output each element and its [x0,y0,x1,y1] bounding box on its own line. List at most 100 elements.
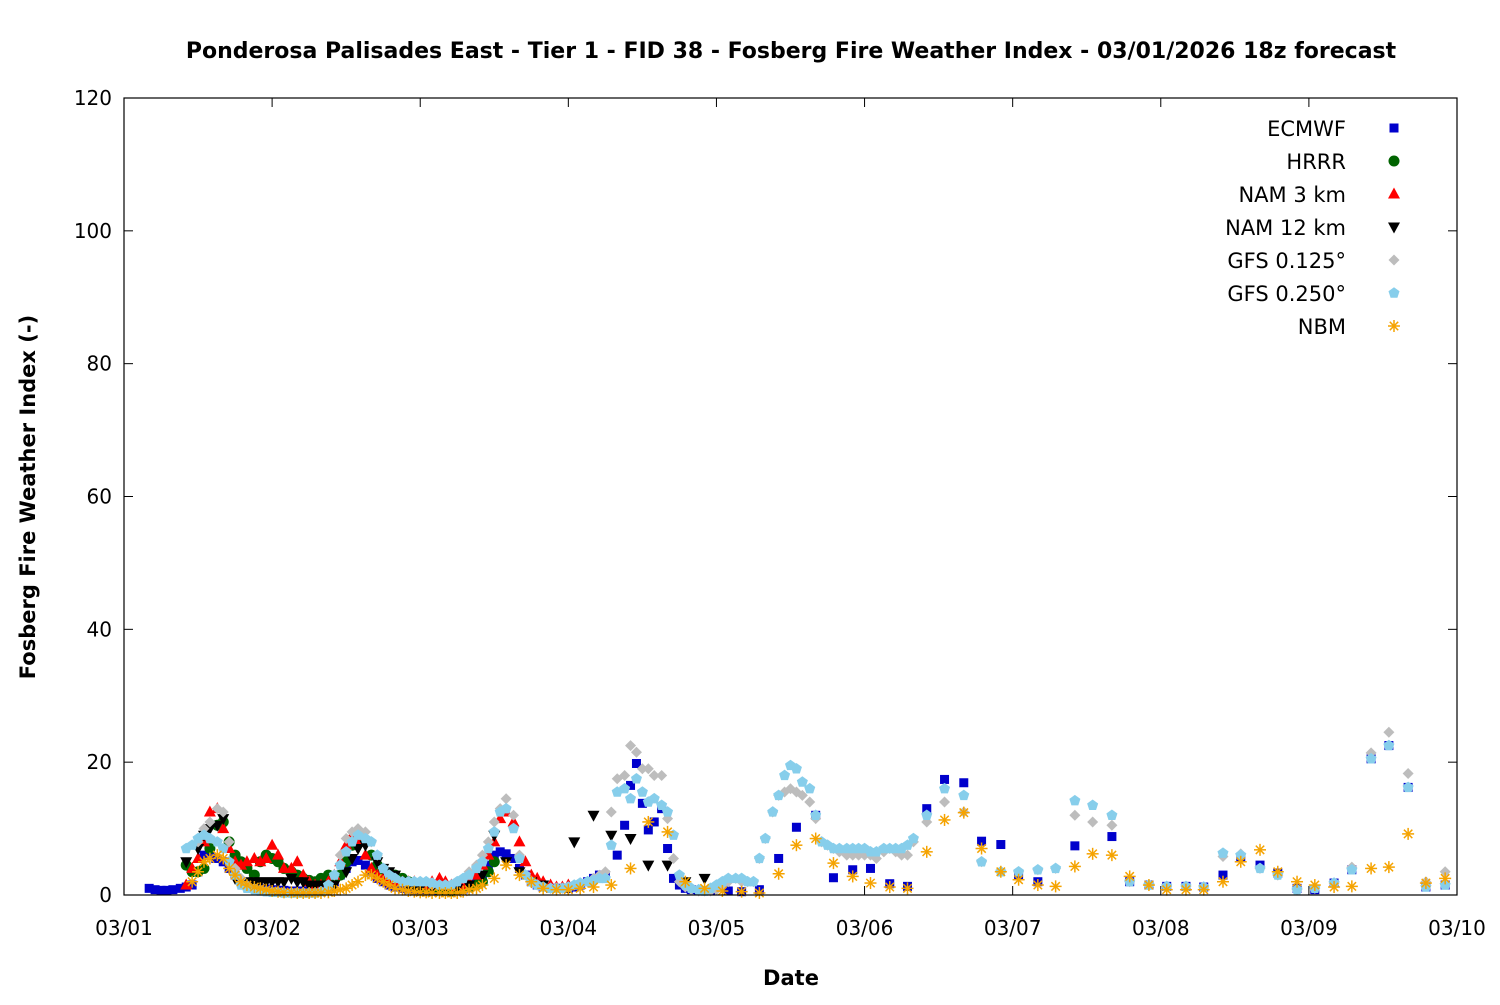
data-point [1069,794,1081,806]
data-point [168,885,178,895]
data-point [1123,870,1136,883]
data-point [846,870,859,883]
data-point [619,782,631,794]
data-point [1365,862,1378,875]
data-point [211,836,223,847]
legend: ECMWF HRRR NAM 3 km NAM 12 km GFS 0.125° GFS … [1225,117,1400,339]
data-points [144,726,1452,900]
data-point [883,881,896,894]
legend-label: GFS 0.250° [1227,282,1346,306]
data-point [772,867,785,880]
data-point [1402,767,1414,779]
data-point [519,855,532,867]
data-point [922,804,932,814]
data-point [959,778,969,788]
data-point [624,834,637,846]
data-point [1402,827,1415,840]
legend-item: NAM 12 km [1225,216,1400,240]
data-point [291,855,304,867]
data-point [211,820,224,832]
data-point [359,848,372,860]
data-point [240,879,253,892]
data-point [722,872,734,884]
data-point [433,871,446,883]
data-point [1105,849,1118,862]
data-point [747,875,759,887]
data-point [340,838,353,850]
data-point [599,872,611,884]
data-point [864,877,877,890]
data-point [389,882,402,895]
data-point [779,769,791,781]
data-point [217,814,230,826]
data-point [488,872,501,885]
data-point [1107,832,1117,842]
data-point [500,793,512,805]
data-point [377,862,389,874]
data-point [192,851,205,863]
y-tick-label: 100 [74,219,112,243]
legend-label: HRRR [1286,150,1346,174]
data-point [1179,883,1192,896]
data-point [759,832,771,844]
chart-title: Ponderosa Palisades East - Tier 1 - FID … [186,39,1397,64]
x-tick-label: 03/09 [1280,916,1338,940]
data-point [1069,809,1081,821]
data-point [976,855,988,867]
data-point [1068,860,1081,873]
data-point [630,772,642,784]
data-point [1382,861,1395,874]
data-point [180,857,193,869]
data-point [489,850,499,860]
data-point [537,882,550,895]
data-point [1050,862,1062,874]
data-point [204,816,216,828]
data-point [630,746,642,758]
legend-label: NBM [1298,315,1346,339]
data-point [371,857,384,869]
data-point [186,875,199,888]
data-point [1254,862,1266,874]
data-point [767,806,779,817]
data-point [625,740,637,752]
data-point [642,860,655,872]
data-point [1087,799,1099,811]
data-point [668,873,678,883]
data-point [1216,875,1229,888]
data-point [848,865,858,875]
data-point [198,823,210,835]
legend-label: NAM 12 km [1225,216,1346,240]
data-point [865,863,875,873]
x-axis-label: Date [763,966,819,990]
data-point [346,853,359,865]
data-point [488,826,500,837]
data-point [833,842,845,854]
data-point [285,861,298,873]
data-point [1218,870,1228,880]
data-point [1070,841,1080,851]
data-point [217,852,230,865]
data-point [192,865,205,878]
x-tick-label: 03/10 [1428,916,1486,940]
data-point [508,822,520,834]
data-point [1086,847,1099,860]
data-point [568,837,581,849]
data-point [513,835,526,847]
data-point [260,851,273,863]
data-point [810,809,822,820]
data-point [513,852,525,864]
data-point [500,859,513,872]
data-point [698,873,711,885]
data-point [482,842,494,854]
data-point [1234,855,1247,868]
data-point [605,830,618,842]
data-point [773,789,785,801]
data-point [1365,753,1377,764]
data-point [790,839,803,852]
data-point [495,847,505,857]
data-point [1031,879,1044,892]
data-point [550,883,563,896]
y-tick-label: 0 [99,883,112,907]
x-tick-label: 03/08 [1132,916,1190,940]
data-point [939,782,951,794]
